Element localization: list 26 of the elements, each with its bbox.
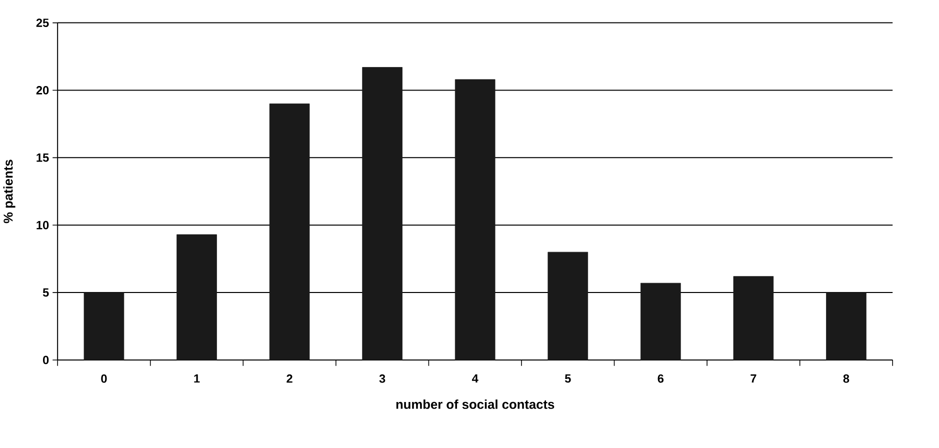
x-axis-title: number of social contacts — [396, 399, 554, 409]
y-tick-label: 0 — [43, 356, 49, 364]
bar — [826, 292, 866, 360]
y-tick-label: 5 — [42, 288, 49, 297]
bar — [362, 66, 402, 360]
x-tick-label: 6 — [658, 374, 664, 383]
bar — [733, 276, 774, 360]
x-tick-label: 4 — [472, 374, 478, 382]
x-tick-label: 5 — [564, 374, 571, 383]
x-tick-label: 1 — [194, 374, 200, 382]
x-tick-label: 3 — [379, 374, 386, 383]
bar — [176, 234, 217, 360]
x-tick-label: 8 — [843, 374, 850, 383]
x-tick-label: 0 — [101, 374, 107, 383]
y-axis-title: % patients — [3, 160, 16, 224]
bar — [84, 292, 124, 360]
y-tick-label: 20 — [36, 86, 49, 94]
x-tick-label: 2 — [286, 374, 292, 383]
y-tick-label: 25 — [36, 18, 49, 27]
y-tick-label: 15 — [36, 153, 49, 162]
bar — [640, 282, 681, 360]
bar — [454, 79, 496, 360]
bar — [548, 252, 588, 360]
x-tick-label: 7 — [750, 374, 756, 382]
y-tick-label: 10 — [36, 220, 49, 230]
bar — [269, 103, 310, 360]
